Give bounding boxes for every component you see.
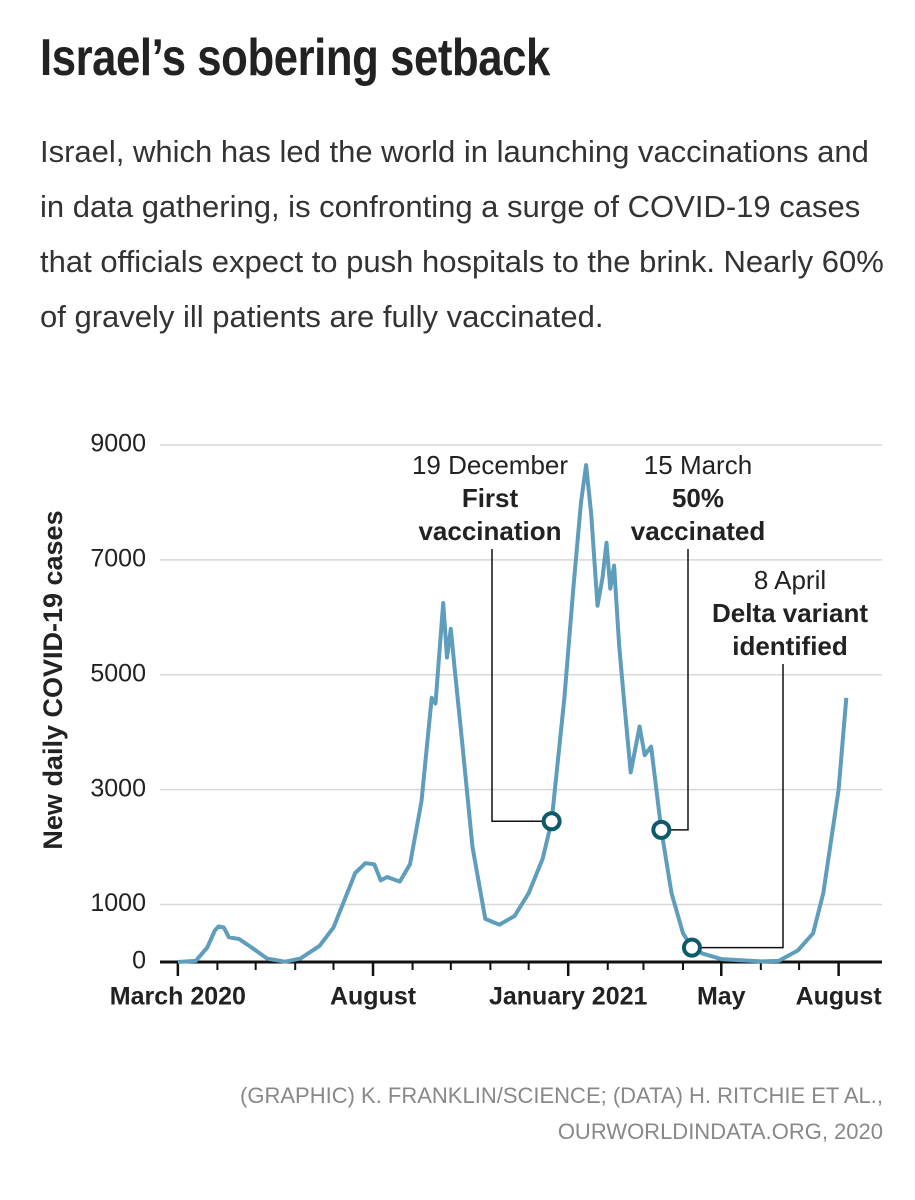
y-tick-label: 7000	[90, 544, 146, 572]
annotation-text: vaccination	[418, 516, 561, 546]
y-tick-label: 5000	[90, 659, 146, 687]
y-tick-label: 0	[132, 947, 146, 975]
annotation-marker	[681, 937, 702, 958]
x-tick-label: August	[330, 983, 417, 1011]
x-tick-label: March 2020	[110, 983, 246, 1011]
y-tick-label: 3000	[90, 774, 146, 802]
annotation-date: 19 December	[412, 450, 568, 480]
x-tick-label: August	[796, 983, 883, 1011]
subtitle: Israel, which has led the world in launc…	[40, 134, 884, 334]
x-tick-label: January 2021	[489, 983, 648, 1011]
annotation-date: 8 April	[754, 565, 826, 595]
data-line	[177, 463, 849, 964]
annotation-date: 15 March	[644, 450, 752, 480]
annotation-text: identified	[732, 631, 848, 661]
y-tick-label: 1000	[90, 889, 146, 917]
annotation-text: First	[462, 483, 519, 513]
annotation-marker	[541, 811, 562, 832]
y-axis-label: New daily COVID-19 cases	[38, 510, 68, 849]
x-tick-label: May	[697, 983, 746, 1011]
y-tick-label: 9000	[90, 430, 146, 458]
chart-title: Israel’s sobering setback	[40, 29, 550, 87]
annotation-marker	[651, 819, 672, 840]
annotation-text: Delta variant	[712, 598, 868, 628]
leader-line	[491, 549, 552, 823]
leader-line	[691, 664, 784, 949]
annotation-text: 50%	[672, 483, 724, 513]
source: (GRAPHIC) K. FRANKLIN/SCIENCE; (DATA) H.…	[240, 1083, 883, 1144]
annotation-text: vaccinated	[631, 516, 765, 546]
leader-line	[661, 549, 689, 831]
